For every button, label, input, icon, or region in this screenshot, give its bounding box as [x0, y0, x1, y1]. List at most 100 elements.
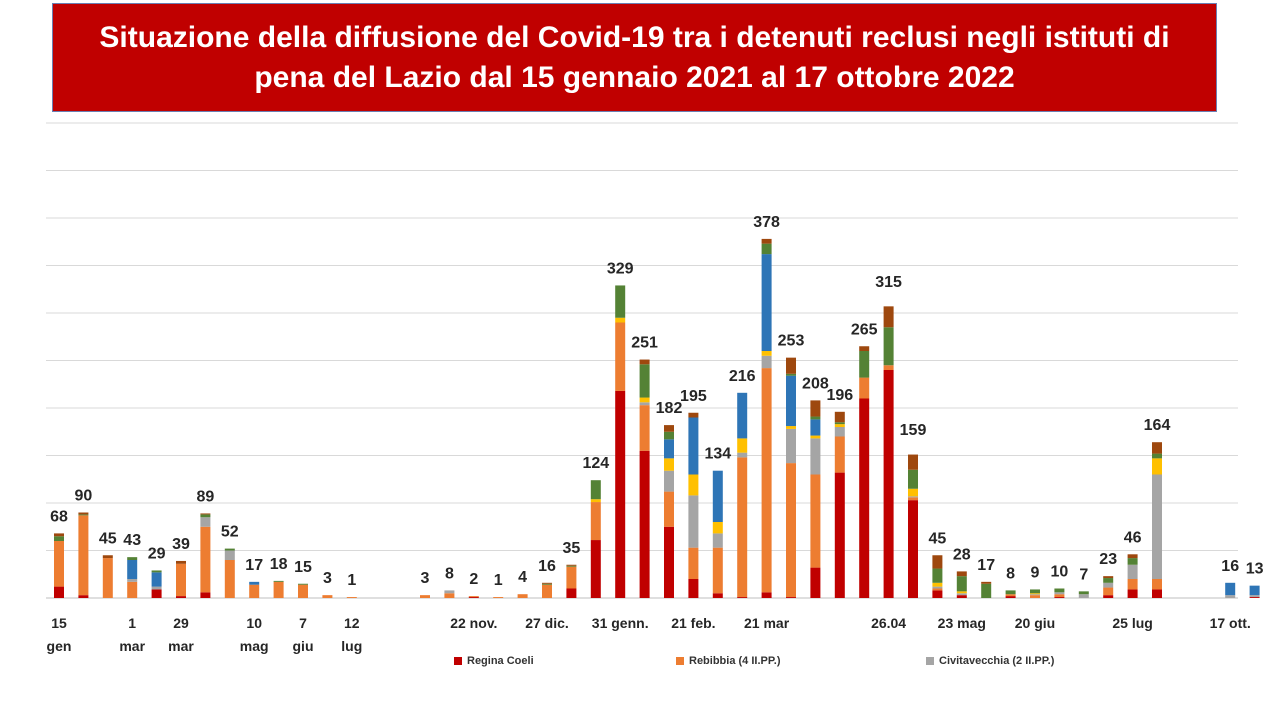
- bar-segment: [834, 411, 845, 423]
- x-tick-label: 27 dic.: [525, 615, 569, 631]
- bar-segment: [1103, 576, 1114, 579]
- bar-segment: [1030, 595, 1040, 598]
- bar-value-label: 16: [1221, 558, 1239, 575]
- x-tick-label: 26.04: [871, 615, 906, 631]
- bar-value-label: 315: [875, 274, 902, 291]
- bar-value-label: 3: [323, 570, 332, 587]
- x-tick-label: 12: [344, 615, 360, 631]
- bar-segment: [981, 583, 992, 598]
- bar-segment: [786, 426, 796, 429]
- bar-segment: [127, 557, 138, 560]
- x-tick-label: mar: [119, 638, 145, 654]
- bar-segment: [1249, 597, 1260, 598]
- bar-segment: [102, 558, 113, 598]
- bar-segment: [664, 458, 674, 471]
- bar-value-label: 16: [538, 558, 556, 575]
- bar-value-label: 1: [347, 572, 356, 589]
- x-tick-label: lug: [341, 638, 362, 654]
- bar-segment: [712, 470, 723, 522]
- bar-segment: [712, 522, 723, 534]
- legend-swatch: [454, 657, 462, 665]
- bar-segment: [639, 450, 650, 598]
- bar-segment: [761, 592, 772, 598]
- bar-segment: [737, 597, 748, 598]
- bar-segment: [200, 517, 211, 527]
- bar-segment: [834, 424, 845, 427]
- bar-segment: [224, 550, 235, 560]
- bar-segment: [664, 470, 674, 492]
- bar-segment: [908, 488, 918, 497]
- bar-value-label: 7: [1079, 566, 1088, 583]
- bar-segment: [737, 438, 748, 453]
- bar-segment: [834, 436, 845, 473]
- bar-segment: [688, 495, 699, 548]
- bar-segment: [273, 580, 284, 582]
- bar-segment: [200, 513, 211, 515]
- bar-segment: [1078, 594, 1089, 598]
- bar-segment: [1030, 594, 1040, 596]
- bar-segment: [102, 555, 113, 559]
- bar-segment: [688, 412, 699, 418]
- bars: [54, 238, 1260, 598]
- bar-segment: [176, 596, 186, 598]
- x-tick-label: 10: [246, 615, 262, 631]
- bar-segment: [688, 474, 699, 496]
- bar-value-label: 196: [826, 387, 853, 404]
- bar-segment: [590, 502, 601, 541]
- bar-segment: [810, 400, 821, 417]
- bar-segment: [834, 427, 845, 437]
- bar-segment: [1103, 587, 1114, 596]
- bar-segment: [737, 452, 748, 458]
- bar-segment: [810, 474, 821, 568]
- bar-segment: [859, 398, 870, 598]
- bar-segment: [590, 540, 601, 598]
- x-tick-label: gen: [47, 638, 72, 654]
- bar-segment: [956, 571, 967, 577]
- bar-segment: [1127, 564, 1138, 579]
- bar-segment: [908, 469, 918, 489]
- bar-segment: [932, 586, 943, 589]
- bar-segment: [810, 567, 821, 598]
- bar-segment: [542, 583, 552, 585]
- bar-segment: [1152, 453, 1162, 459]
- x-tick-label: 25 lug: [1112, 615, 1152, 631]
- bar-segment: [200, 592, 211, 598]
- bar-segment: [908, 497, 918, 501]
- bar-segment: [517, 594, 528, 598]
- bar-segment: [664, 431, 674, 440]
- bar-segment: [420, 595, 430, 598]
- bar-value-label: 17: [245, 557, 263, 574]
- bar-segment: [956, 593, 967, 596]
- bar-segment: [224, 560, 235, 598]
- bar-value-label: 39: [172, 536, 190, 553]
- x-tick-label: 22 nov.: [450, 615, 497, 631]
- bar-segment: [200, 514, 211, 518]
- bar-segment: [1103, 578, 1114, 583]
- bar-value-label: 265: [851, 321, 878, 338]
- bar-value-label: 68: [50, 508, 68, 525]
- bar-segment: [883, 370, 894, 598]
- bar-segment: [761, 351, 772, 356]
- bar-segment: [273, 581, 284, 598]
- x-tick-label: 23 mag: [938, 615, 986, 631]
- bar-segment: [810, 416, 821, 420]
- bar-segment: [493, 597, 504, 598]
- bar-value-label: 89: [197, 488, 215, 505]
- bar-segment: [688, 417, 699, 475]
- bar-segment: [956, 591, 967, 594]
- bar-value-label: 9: [1031, 564, 1040, 581]
- bar-segment: [176, 563, 186, 597]
- bar-value-label: 46: [1124, 529, 1142, 546]
- bar-segment: [956, 595, 967, 598]
- bar-value-label: 8: [1006, 565, 1015, 582]
- bar-segment: [468, 597, 479, 598]
- bar-segment: [78, 595, 89, 598]
- bar-segment: [883, 327, 894, 366]
- bar-value-label: 4: [518, 569, 527, 586]
- bar-segment: [786, 375, 796, 427]
- bar-segment: [78, 512, 89, 515]
- legend-label: Regina Coeli: [467, 655, 534, 667]
- legend-swatch: [676, 657, 684, 665]
- bar-segment: [761, 254, 772, 351]
